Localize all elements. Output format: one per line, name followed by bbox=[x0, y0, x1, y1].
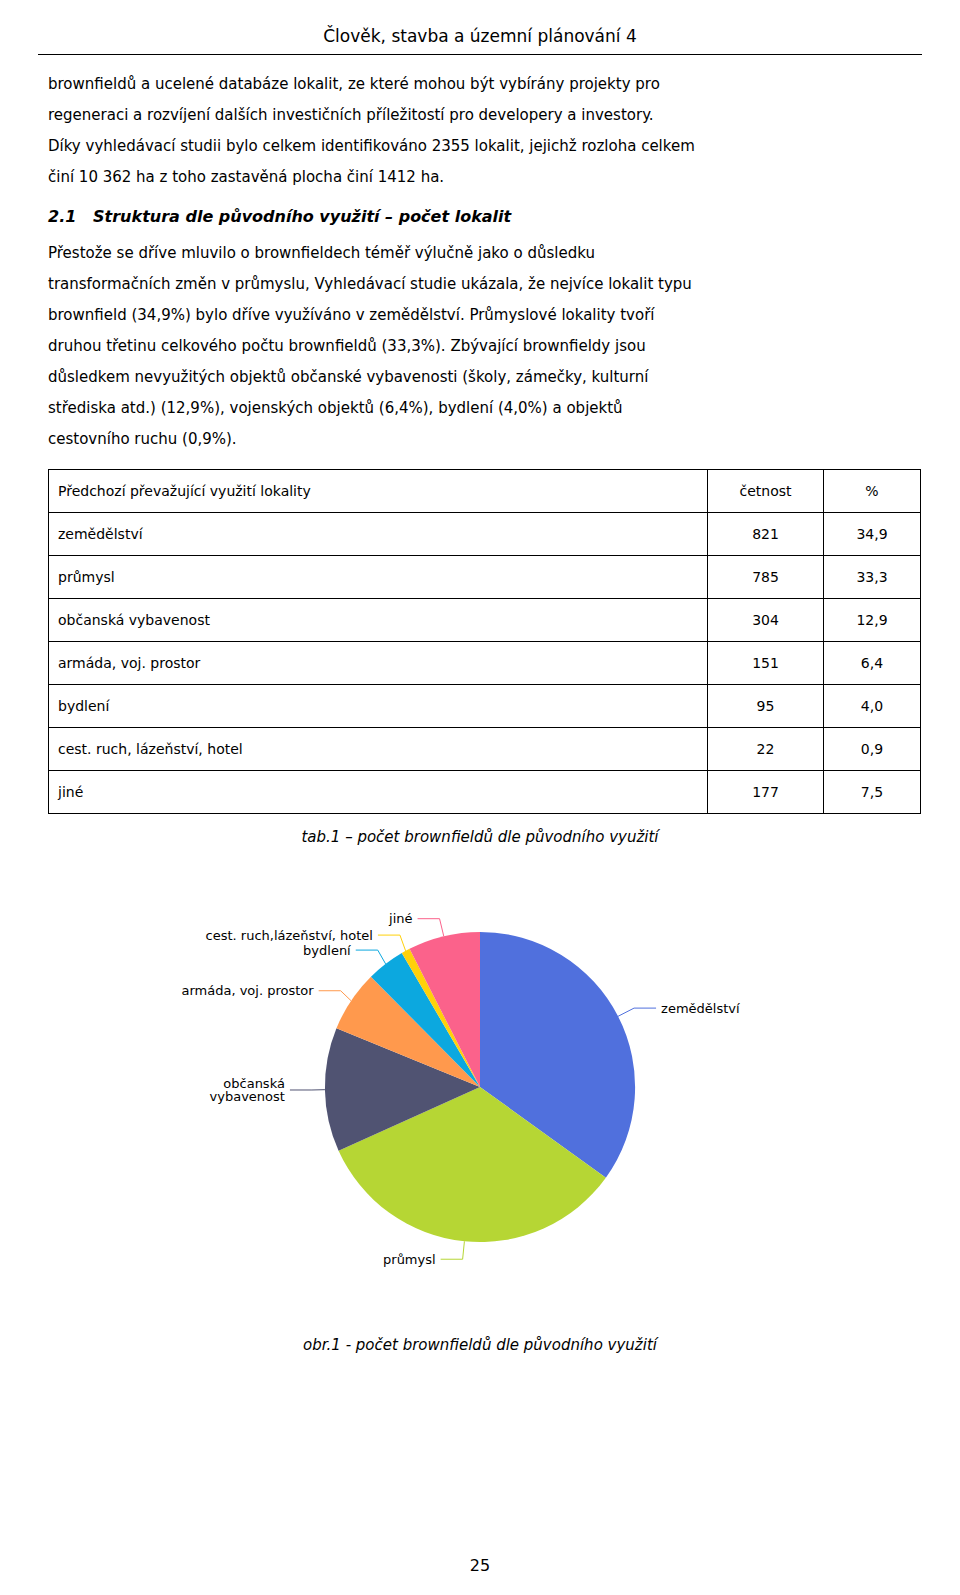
html-text:34,9: 34,9 bbox=[856, 526, 888, 542]
html-text:25: 25 bbox=[469, 1556, 491, 1575]
html-text:průmysl: průmysl bbox=[58, 569, 115, 585]
svg-text:vybavenost: vybavenost bbox=[210, 1089, 285, 1104]
svg-text:armáda, voj. prostor: armáda, voj. prostor bbox=[181, 983, 314, 998]
html-text:0,9: 0,9 bbox=[860, 741, 884, 757]
html-text:Díky vyhledávací studii bylo c: Díky vyhledávací studii bylo celkem iden… bbox=[48, 137, 695, 155]
html-text:Přestože se dříve mluvilo o br: Přestože se dříve mluvilo o brownfieldec… bbox=[48, 244, 595, 262]
html-text:95: 95 bbox=[756, 698, 775, 714]
html-text:střediska atd.) (12,9%), vojen: střediska atd.) (12,9%), vojenských obje… bbox=[48, 399, 623, 417]
html-text:armáda, voj. prostor: armáda, voj. prostor bbox=[58, 655, 201, 671]
svg-text:průmysl: průmysl bbox=[383, 1252, 436, 1267]
html-text:důsledkem nevyužitých objektů: důsledkem nevyužitých objektů občanské v… bbox=[48, 368, 649, 386]
html-text:151: 151 bbox=[752, 655, 779, 671]
svg-text:občanská: občanská bbox=[223, 1076, 285, 1091]
html-text:zemědělství: zemědělství bbox=[58, 526, 143, 542]
html-text:druhou třetinu celkového počtu: druhou třetinu celkového počtu brownfiel… bbox=[48, 337, 646, 355]
html-text:821: 821 bbox=[752, 526, 779, 542]
html-text:tab.1 – počet brownfieldů dle: tab.1 – počet brownfieldů dle původního … bbox=[301, 828, 659, 846]
html-text:regeneraci a rozvíjení dalších: regeneraci a rozvíjení dalších investičn… bbox=[48, 106, 654, 124]
html-text:činí 10 362 ha z toho zastavěn: činí 10 362 ha z toho zastavěná plocha č… bbox=[48, 168, 445, 186]
html-text:cestovního ruchu (0,9%).: cestovního ruchu (0,9%). bbox=[48, 430, 237, 448]
html-text:12,9: 12,9 bbox=[856, 612, 888, 628]
svg-text:jiné: jiné bbox=[388, 911, 412, 926]
html-text:cest. ruch, lázeňství, hotel: cest. ruch, lázeňství, hotel bbox=[58, 741, 243, 757]
html-text:brownfieldů a ucelené databáze: brownfieldů a ucelené databáze lokalit, … bbox=[48, 75, 660, 93]
html-text:brownfield (34,9%) bylo dříve: brownfield (34,9%) bylo dříve využíváno … bbox=[48, 306, 655, 324]
svg-text:bydlení: bydlení bbox=[303, 943, 351, 958]
html-text:bydlení: bydlení bbox=[58, 698, 110, 714]
html-text:Předchozí převažující využití: Předchozí převažující využití lokality bbox=[58, 483, 311, 499]
html-text:občanská vybavenost: občanská vybavenost bbox=[58, 612, 210, 628]
html-text:7,5: 7,5 bbox=[860, 784, 884, 800]
svg-text:zemědělství: zemědělství bbox=[661, 1001, 740, 1016]
html-text:jiné: jiné bbox=[58, 784, 84, 800]
html-text:četnost: četnost bbox=[739, 483, 792, 499]
svg-text:cest. ruch,lázeňství, hotel: cest. ruch,lázeňství, hotel bbox=[206, 928, 373, 943]
html-text:304: 304 bbox=[752, 612, 779, 628]
html-text:6,4: 6,4 bbox=[860, 655, 884, 671]
html-text:785: 785 bbox=[752, 569, 779, 585]
html-text:22: 22 bbox=[756, 741, 775, 757]
html-text:2.1 Struktura dle původního vy: 2.1 Struktura dle původního využití – po… bbox=[48, 207, 512, 226]
html-text:transformačních změn v průmysl: transformačních změn v průmyslu, Vyhledá… bbox=[48, 275, 692, 293]
html-text:4,0: 4,0 bbox=[860, 698, 884, 714]
html-text:Člověk, stavba a územní plánov: Člověk, stavba a územní plánování 4 bbox=[323, 26, 637, 46]
html-text:177: 177 bbox=[752, 784, 779, 800]
html-text:33,3: 33,3 bbox=[856, 569, 888, 585]
html-text:obr.1 - počet brownfieldů dle: obr.1 - počet brownfieldů dle původního … bbox=[303, 1336, 657, 1354]
